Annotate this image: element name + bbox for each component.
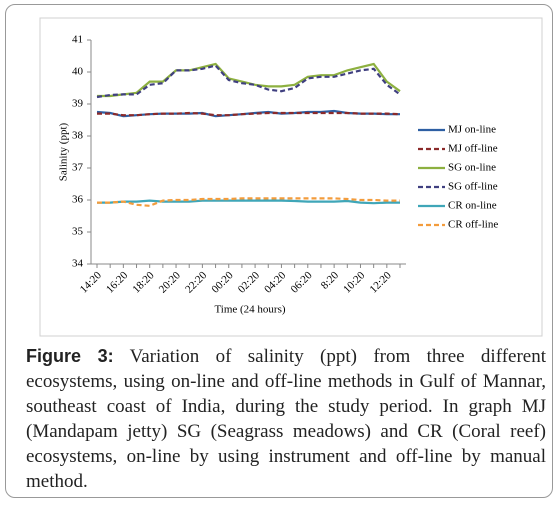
legend-label: SG on-line — [448, 162, 496, 174]
x-tick-label: 04:20 — [262, 269, 289, 296]
chart: Salinity (ppt) Time (24 hours) 34 35 36 37 3… — [39, 17, 543, 337]
y-tick-label: 36 — [72, 194, 84, 206]
x-tick-label: 20:20 — [157, 269, 184, 296]
x-tick-label: 00:20 — [209, 269, 236, 296]
x-axis-title: Time (24 hours) — [214, 304, 285, 316]
y-tick-label: 40 — [72, 66, 84, 78]
x-tick-label: 14:20 — [78, 269, 105, 296]
series-line — [97, 199, 400, 205]
y-tick-label: 41 — [72, 34, 83, 46]
x-tick-label: 18:20 — [130, 269, 157, 296]
chart-area — [39, 17, 543, 337]
figure-frame — [5, 4, 553, 498]
x-tick-label: 8:20 — [319, 269, 342, 292]
legend-label: MJ off-line — [448, 143, 498, 155]
y-tick-label: 38 — [72, 130, 84, 142]
x-tick-label: 16:20 — [104, 269, 131, 296]
y-axis-title: Salinity (ppt) — [58, 122, 70, 181]
x-tick-label: 06:20 — [288, 269, 315, 296]
series-line — [97, 197, 400, 207]
y-tick-label: 35 — [72, 226, 84, 238]
legend-label: CR off-line — [448, 219, 498, 231]
caption-label: Figure 3: — [26, 346, 114, 366]
legend-label: MJ on-line — [448, 124, 496, 136]
y-tick-label: 39 — [72, 98, 84, 110]
legend-label: SG off-line — [448, 181, 498, 193]
caption-text: Variation of salinity (ppt) from three d… — [26, 346, 546, 492]
caption: Figure 3: Variation of salinity (ppt) fr… — [26, 344, 546, 494]
x-tick-label: 02:20 — [236, 269, 263, 296]
series-line — [97, 111, 401, 117]
x-tick-label: 22:20 — [183, 269, 210, 296]
y-tick-label: 34 — [72, 258, 84, 270]
series-line — [97, 62, 401, 98]
series-line — [96, 64, 401, 99]
x-tick-label: 12:20 — [368, 269, 395, 296]
legend-label: CR on-line — [448, 200, 497, 212]
x-tick-label: 10:20 — [341, 269, 368, 296]
y-tick-label: 37 — [72, 162, 84, 174]
